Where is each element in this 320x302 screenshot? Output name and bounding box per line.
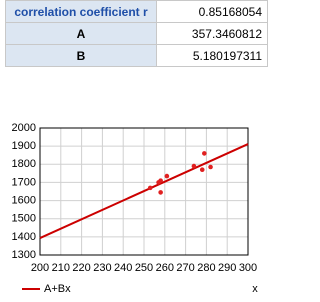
y-tick-label: 1800 [12, 158, 36, 170]
y-tick-label: 1900 [12, 140, 36, 152]
point [191, 163, 197, 169]
table-row: correlation coefficient r 0.85168054 [5, 0, 268, 23]
y-tick-label: 1700 [12, 176, 36, 188]
x-tick-label: 250 [135, 262, 153, 274]
x-tick-label: 200 [31, 262, 49, 274]
chart: 1300 1400 1500 1600 1700 1800 1900 2000 200 210 22… [12, 122, 259, 295]
row-value: 357.3460812 [156, 22, 268, 45]
fit-line [39, 143, 249, 239]
plot-border [39, 127, 249, 256]
y-tick-label: 1400 [12, 231, 36, 243]
row-key: correlation coefficient r [5, 0, 157, 23]
point [147, 185, 153, 191]
x-tick-label: 290 [218, 262, 236, 274]
point [158, 190, 163, 195]
page: {"table": {"rows": [["correlation coeffi… [5, 0, 268, 295]
point [199, 167, 205, 173]
x-tick-label: 280 [197, 262, 215, 274]
point [158, 178, 163, 183]
y-tick-label: 1300 [12, 249, 36, 261]
x-tick-label: 230 [93, 262, 111, 274]
y-tick-label: 1500 [12, 213, 36, 225]
stats-table: correlation coefficient r 0.85168054 A 357… [5, 0, 268, 67]
row-value: 0.85168054 [156, 0, 268, 23]
x-tick-label: 210 [52, 262, 70, 274]
table-row: B 5.180197311 [5, 44, 268, 67]
point [202, 151, 207, 156]
x-tick-label: 260 [156, 262, 174, 274]
point [208, 164, 213, 170]
x-tick-label: 240 [114, 262, 132, 274]
row-value: 5.180197311 [156, 44, 268, 67]
x-tick-label: 270 [176, 262, 194, 274]
y-tick-label: 1600 [12, 194, 36, 206]
point [164, 173, 170, 179]
y-tick-label: 2000 [12, 122, 36, 134]
x-axis-label: x [252, 283, 258, 295]
x-tick-label: 220 [72, 262, 90, 274]
x-tick-label: 300 [239, 262, 257, 274]
legend-label: A+Bx [44, 283, 71, 295]
